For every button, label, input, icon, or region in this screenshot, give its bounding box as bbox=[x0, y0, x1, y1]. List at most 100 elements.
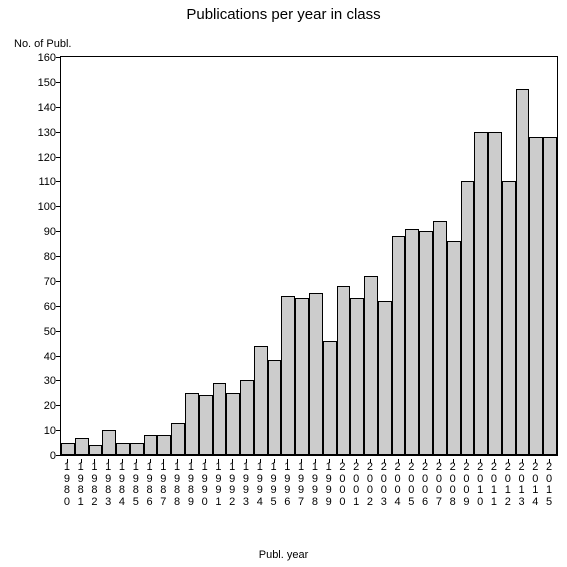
x-tick-mark bbox=[522, 459, 523, 463]
chart-container: Publications per year in class No. of Pu… bbox=[0, 0, 567, 567]
x-tick-label: 1997 bbox=[294, 462, 308, 508]
bar bbox=[433, 221, 447, 455]
y-tick-label: 0 bbox=[50, 450, 56, 462]
bar bbox=[130, 443, 144, 455]
x-tick-mark bbox=[260, 459, 261, 463]
bar bbox=[474, 132, 488, 455]
y-tick-label: 90 bbox=[44, 226, 56, 238]
bar bbox=[240, 380, 254, 455]
x-tick-label: 2004 bbox=[391, 462, 405, 508]
x-tick-mark bbox=[535, 459, 536, 463]
x-tick-mark bbox=[163, 459, 164, 463]
bar bbox=[309, 293, 323, 455]
bar bbox=[378, 301, 392, 455]
x-tick-label: 2001 bbox=[349, 462, 363, 508]
x-tick-mark bbox=[508, 459, 509, 463]
x-tick-mark bbox=[205, 459, 206, 463]
bar bbox=[199, 395, 213, 455]
y-tick-label: 140 bbox=[38, 102, 56, 114]
x-tick-mark bbox=[246, 459, 247, 463]
x-tick-label: 1984 bbox=[115, 462, 129, 508]
x-tick-mark bbox=[177, 459, 178, 463]
x-tick-label: 1998 bbox=[308, 462, 322, 508]
x-tick-mark bbox=[453, 459, 454, 463]
x-tick-mark bbox=[425, 459, 426, 463]
y-tick-label: 120 bbox=[38, 152, 56, 164]
x-tick-mark bbox=[287, 459, 288, 463]
bar bbox=[75, 438, 89, 455]
x-tick-label: 2008 bbox=[446, 462, 460, 508]
plot-area bbox=[60, 56, 558, 456]
x-tick-mark bbox=[466, 459, 467, 463]
x-tick-label: 1985 bbox=[129, 462, 143, 508]
x-tick-mark bbox=[398, 459, 399, 463]
y-tick-label: 40 bbox=[44, 351, 56, 363]
x-tick-label: 2010 bbox=[473, 462, 487, 508]
x-tick-mark bbox=[342, 459, 343, 463]
x-tick-label: 1994 bbox=[253, 462, 267, 508]
x-tick-mark bbox=[480, 459, 481, 463]
bar bbox=[268, 360, 282, 455]
x-tick-label: 2006 bbox=[418, 462, 432, 508]
chart-title: Publications per year in class bbox=[0, 6, 567, 23]
x-tick-label: 1983 bbox=[101, 462, 115, 508]
y-tick-label: 50 bbox=[44, 326, 56, 338]
y-tick-label: 80 bbox=[44, 251, 56, 263]
x-tick-mark bbox=[150, 459, 151, 463]
x-tick-label: 1982 bbox=[88, 462, 102, 508]
x-tick-mark bbox=[218, 459, 219, 463]
bar bbox=[254, 346, 268, 455]
x-tick-label: 1981 bbox=[74, 462, 88, 508]
x-tick-label: 1993 bbox=[239, 462, 253, 508]
x-tick-mark bbox=[122, 459, 123, 463]
y-ticks: 0102030405060708090100110120130140150160 bbox=[0, 56, 60, 456]
x-tick-label: 1986 bbox=[143, 462, 157, 508]
bar bbox=[116, 443, 130, 455]
x-labels: 1980198119821983198419851986198719881989… bbox=[60, 458, 558, 538]
bars-group bbox=[61, 57, 557, 455]
y-tick-label: 10 bbox=[44, 425, 56, 437]
x-tick-mark bbox=[494, 459, 495, 463]
bar bbox=[337, 286, 351, 455]
bar bbox=[405, 229, 419, 455]
bar bbox=[529, 137, 543, 455]
x-tick-label: 1980 bbox=[60, 462, 74, 508]
x-tick-label: 2015 bbox=[542, 462, 556, 508]
x-tick-mark bbox=[384, 459, 385, 463]
bar bbox=[102, 430, 116, 455]
x-tick-label: 1992 bbox=[225, 462, 239, 508]
x-tick-label: 2000 bbox=[336, 462, 350, 508]
x-tick-label: 2014 bbox=[528, 462, 542, 508]
x-tick-mark bbox=[191, 459, 192, 463]
y-tick-label: 30 bbox=[44, 375, 56, 387]
x-tick-label: 1987 bbox=[156, 462, 170, 508]
bar bbox=[226, 393, 240, 455]
x-tick-label: 2003 bbox=[377, 462, 391, 508]
x-tick-mark bbox=[301, 459, 302, 463]
x-tick-label: 2009 bbox=[460, 462, 474, 508]
bar bbox=[543, 137, 557, 455]
x-tick-mark bbox=[67, 459, 68, 463]
bar bbox=[516, 89, 530, 455]
x-tick-label: 1995 bbox=[267, 462, 281, 508]
x-tick-mark bbox=[439, 459, 440, 463]
bar bbox=[213, 383, 227, 455]
x-tick-mark bbox=[94, 459, 95, 463]
x-tick-label: 2005 bbox=[404, 462, 418, 508]
x-tick-label: 2002 bbox=[363, 462, 377, 508]
bar bbox=[61, 443, 75, 455]
bar bbox=[89, 445, 103, 455]
y-tick-label: 100 bbox=[38, 201, 56, 213]
y-tick-label: 110 bbox=[38, 176, 56, 188]
x-axis-title: Publ. year bbox=[0, 549, 567, 561]
bar bbox=[185, 393, 199, 455]
bar bbox=[488, 132, 502, 455]
x-tick-label: 1989 bbox=[184, 462, 198, 508]
x-tick-mark bbox=[232, 459, 233, 463]
bar bbox=[157, 435, 171, 455]
bar bbox=[461, 181, 475, 455]
x-tick-label: 1996 bbox=[280, 462, 294, 508]
y-tick-label: 70 bbox=[44, 276, 56, 288]
bar bbox=[447, 241, 461, 455]
x-tick-mark bbox=[108, 459, 109, 463]
